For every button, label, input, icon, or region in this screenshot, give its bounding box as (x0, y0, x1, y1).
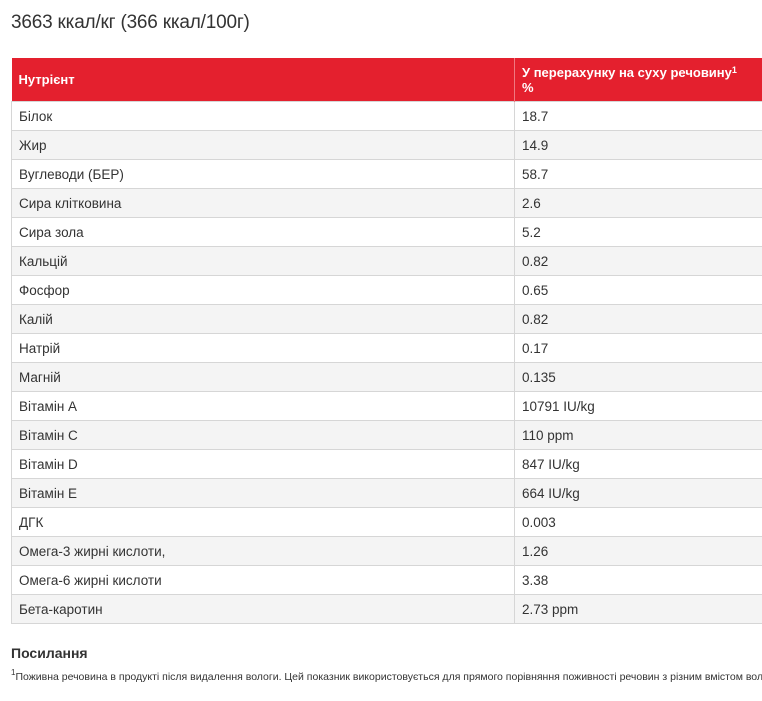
nutrient-value: 3.38 (514, 565, 762, 595)
table-row: Сира клітковина 2.6 (11, 188, 762, 218)
energy-title: 3663 ккал/кг (366 ккал/100г) (11, 12, 250, 33)
nutrient-value: 0.82 (514, 304, 762, 334)
nutrient-name: Бета-каротин (11, 594, 515, 624)
nutrient-name: Фосфор (11, 275, 515, 305)
footnote: 1Поживна речовина в продукті після видал… (11, 668, 762, 683)
nutrient-name: Сира зола (11, 217, 515, 247)
nutrient-name: Калій (11, 304, 515, 334)
nutrient-value: 58.7 (514, 159, 762, 189)
table-row: Вітамін D 847 IU/kg (11, 449, 762, 479)
header-footnote-marker: 1 (731, 64, 737, 75)
nutrient-name: Вітамін E (11, 478, 515, 508)
nutrient-name: Омега-3 жирні кислоти, (11, 536, 515, 566)
table-row: Кальцій 0.82 (11, 246, 762, 276)
nutrient-name: Натрій (11, 333, 515, 363)
references-title: Посилання (11, 645, 88, 661)
nutrient-name: Білок (11, 101, 515, 131)
table-row: ДГК 0.003 (11, 507, 762, 537)
nutrient-value: 664 IU/kg (514, 478, 762, 508)
nutrient-value: 18.7 (514, 101, 762, 131)
nutrient-name: Вітамін C (11, 420, 515, 450)
table-row: Магній 0.135 (11, 362, 762, 392)
nutrient-value: 10791 IU/kg (514, 391, 762, 421)
nutrient-name: Омега-6 жирні кислоти (11, 565, 515, 595)
table-row: Вітамін C 110 ppm (11, 420, 762, 450)
nutrient-value: 0.82 (514, 246, 762, 276)
header-unit: % (522, 79, 534, 95)
table-row: Жир 14.9 (11, 130, 762, 160)
nutrient-name: Вітамін D (11, 449, 515, 479)
table-row: Омега-6 жирні кислоти 3.38 (11, 565, 762, 595)
nutrient-value: 0.17 (514, 333, 762, 363)
nutrient-name: ДГК (11, 507, 515, 537)
footnote-text: Поживна речовина в продукті після видале… (15, 671, 762, 683)
table-row: Омега-3 жирні кислоти, 1.26 (11, 536, 762, 566)
nutrient-value: 14.9 (514, 130, 762, 160)
nutrient-name: Кальцій (11, 246, 515, 276)
nutrient-name: Магній (11, 362, 515, 392)
table-row: Натрій 0.17 (11, 333, 762, 363)
header-nutrient: Нутрієнт (11, 58, 515, 102)
nutrient-value: 2.73 ppm (514, 594, 762, 624)
nutrient-value: 847 IU/kg (514, 449, 762, 479)
nutrient-value: 110 ppm (514, 420, 762, 450)
header-dry-matter: У перерахунку на суху речовину1% (514, 58, 762, 102)
table-row: Вітамін E 664 IU/kg (11, 478, 762, 508)
nutrient-value: 0.65 (514, 275, 762, 305)
nutrient-value: 0.135 (514, 362, 762, 392)
nutrient-value: 0.003 (514, 507, 762, 537)
nutrient-value: 1.26 (514, 536, 762, 566)
nutrient-name: Вуглеводи (БЕР) (11, 159, 515, 189)
nutrient-table: Нутрієнт У перерахунку на суху речовину1… (11, 58, 762, 624)
table-row: Сира зола 5.2 (11, 217, 762, 247)
nutrient-name: Сира клітковина (11, 188, 515, 218)
nutrient-name: Жир (11, 130, 515, 160)
table-header-row: Нутрієнт У перерахунку на суху речовину1… (11, 58, 762, 102)
nutrient-value: 2.6 (514, 188, 762, 218)
nutrient-name: Вітамін A (11, 391, 515, 421)
table-row: Бета-каротин 2.73 ppm (11, 594, 762, 624)
nutrient-value: 5.2 (514, 217, 762, 247)
table-row: Вітамін A 10791 IU/kg (11, 391, 762, 421)
table-row: Білок 18.7 (11, 101, 762, 131)
footnote-marker: 1 (11, 668, 16, 677)
header-dry-matter-label: У перерахунку на суху речовину (522, 64, 732, 80)
table-row: Калій 0.82 (11, 304, 762, 334)
table-row: Фосфор 0.65 (11, 275, 762, 305)
table-row: Вуглеводи (БЕР) 58.7 (11, 159, 762, 189)
